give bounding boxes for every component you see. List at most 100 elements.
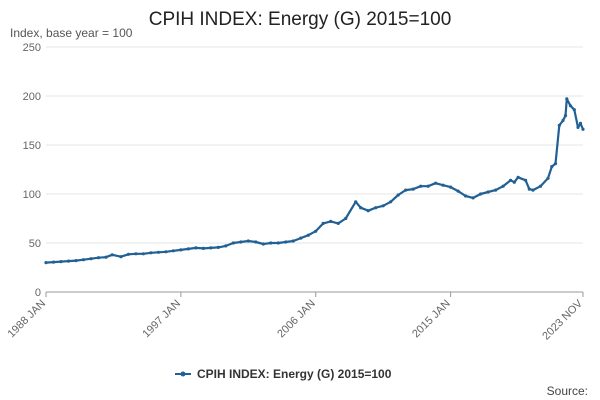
data-point-20[interactable]	[194, 246, 198, 250]
data-point-66[interactable]	[527, 187, 531, 191]
data-point-79[interactable]	[578, 121, 583, 125]
x-axis: 1988 JAN 1997 JAN 2006 JAN 2015 JAN 2023 NOV	[5, 291, 586, 342]
data-point-2[interactable]	[59, 260, 63, 264]
legend[interactable]: CPIH INDEX: Energy (G) 2015=100	[175, 367, 392, 381]
data-point-53[interactable]	[441, 183, 445, 187]
data-point-69[interactable]	[546, 176, 550, 180]
data-point-8[interactable]	[104, 255, 108, 259]
data-point-51[interactable]	[426, 184, 430, 188]
data-point-41[interactable]	[354, 200, 358, 204]
data-point-56[interactable]	[464, 194, 468, 198]
data-point-32[interactable]	[284, 240, 288, 244]
y-tick-label-5: 250	[23, 42, 41, 54]
data-point-49[interactable]	[411, 187, 415, 191]
data-point-1[interactable]	[51, 260, 56, 264]
data-point-71[interactable]	[553, 162, 558, 166]
data-point-13[interactable]	[141, 252, 145, 256]
data-point-3[interactable]	[66, 259, 71, 263]
data-point-17[interactable]	[171, 249, 175, 253]
y-tick-label-4: 200	[23, 91, 41, 103]
data-point-6[interactable]	[89, 257, 93, 261]
data-point-70[interactable]	[550, 165, 554, 169]
data-point-47[interactable]	[396, 193, 400, 197]
source-label[interactable]: Source:	[547, 384, 588, 398]
data-point-39[interactable]	[336, 221, 340, 225]
data-point-12[interactable]	[134, 252, 138, 256]
data-point-76[interactable]	[568, 104, 573, 108]
data-point-68[interactable]	[538, 184, 543, 188]
series-layer	[44, 97, 585, 265]
data-point-46[interactable]	[389, 200, 393, 204]
data-point-42[interactable]	[359, 206, 363, 210]
data-point-54[interactable]	[449, 185, 453, 189]
data-point-45[interactable]	[381, 204, 385, 208]
data-point-58[interactable]	[479, 192, 483, 196]
data-point-36[interactable]	[314, 229, 318, 233]
data-point-29[interactable]	[261, 242, 265, 246]
data-point-55[interactable]	[456, 189, 460, 193]
data-point-7[interactable]	[96, 256, 101, 260]
data-point-16[interactable]	[164, 250, 168, 254]
y-tick-label-0: 0	[35, 287, 41, 299]
data-point-18[interactable]	[179, 248, 183, 252]
data-point-22[interactable]	[209, 246, 213, 250]
data-point-11[interactable]	[126, 252, 130, 256]
data-point-77[interactable]	[572, 108, 576, 112]
data-point-74[interactable]	[563, 114, 568, 118]
data-point-28[interactable]	[254, 240, 258, 244]
data-point-31[interactable]	[276, 241, 280, 245]
data-point-73[interactable]	[561, 118, 565, 123]
chart-title: CPIH INDEX: Energy (G) 2015=100	[149, 9, 452, 30]
data-point-75[interactable]	[565, 97, 569, 101]
data-point-37[interactable]	[321, 221, 325, 225]
data-point-26[interactable]	[239, 240, 243, 244]
data-point-43[interactable]	[366, 209, 370, 213]
x-tick-label-2: 2006 JAN	[275, 298, 318, 341]
y-tick-label-1: 50	[29, 238, 41, 250]
x-tick-label-0: 1988 JAN	[5, 298, 48, 341]
x-tick-label-1: 1997 JAN	[140, 298, 183, 341]
data-point-65[interactable]	[524, 178, 528, 182]
data-point-21[interactable]	[201, 246, 205, 250]
data-point-80[interactable]	[581, 127, 585, 131]
data-point-67[interactable]	[531, 188, 535, 192]
chart-subtitle: Index, base year = 100	[10, 26, 133, 40]
data-point-60[interactable]	[494, 188, 498, 192]
data-point-30[interactable]	[269, 241, 273, 245]
data-point-48[interactable]	[404, 188, 408, 192]
x-tick-label-3: 2015 JAN	[410, 298, 453, 341]
data-point-34[interactable]	[299, 236, 303, 240]
data-point-27[interactable]	[246, 239, 250, 243]
data-point-0[interactable]	[44, 261, 48, 265]
data-point-10[interactable]	[119, 255, 123, 259]
data-point-23[interactable]	[216, 245, 220, 249]
data-point-5[interactable]	[81, 258, 86, 262]
data-point-63[interactable]	[512, 180, 516, 184]
data-point-62[interactable]	[509, 178, 513, 182]
data-point-64[interactable]	[516, 175, 520, 179]
data-point-38[interactable]	[329, 219, 333, 223]
data-point-35[interactable]	[306, 233, 310, 237]
data-point-57[interactable]	[471, 196, 475, 200]
series-line-0	[45, 97, 585, 264]
data-point-4[interactable]	[74, 259, 78, 263]
data-point-72[interactable]	[557, 123, 561, 127]
data-point-15[interactable]	[156, 250, 160, 254]
data-point-14[interactable]	[149, 251, 153, 255]
x-tick-label-4: 2023 NOV	[540, 297, 585, 342]
legend-marker	[180, 371, 186, 377]
data-point-50[interactable]	[419, 184, 423, 188]
data-point-78[interactable]	[576, 125, 580, 129]
data-point-59[interactable]	[486, 190, 490, 194]
y-tick-label-2: 100	[23, 189, 41, 201]
data-point-24[interactable]	[224, 244, 228, 248]
data-point-9[interactable]	[110, 253, 114, 257]
data-point-25[interactable]	[231, 241, 235, 245]
data-point-40[interactable]	[344, 216, 348, 221]
y-tick-label-3: 150	[23, 140, 41, 152]
data-point-19[interactable]	[186, 247, 190, 251]
data-point-44[interactable]	[374, 206, 378, 210]
data-point-52[interactable]	[434, 181, 438, 185]
data-point-33[interactable]	[291, 239, 295, 243]
data-point-61[interactable]	[501, 184, 505, 188]
